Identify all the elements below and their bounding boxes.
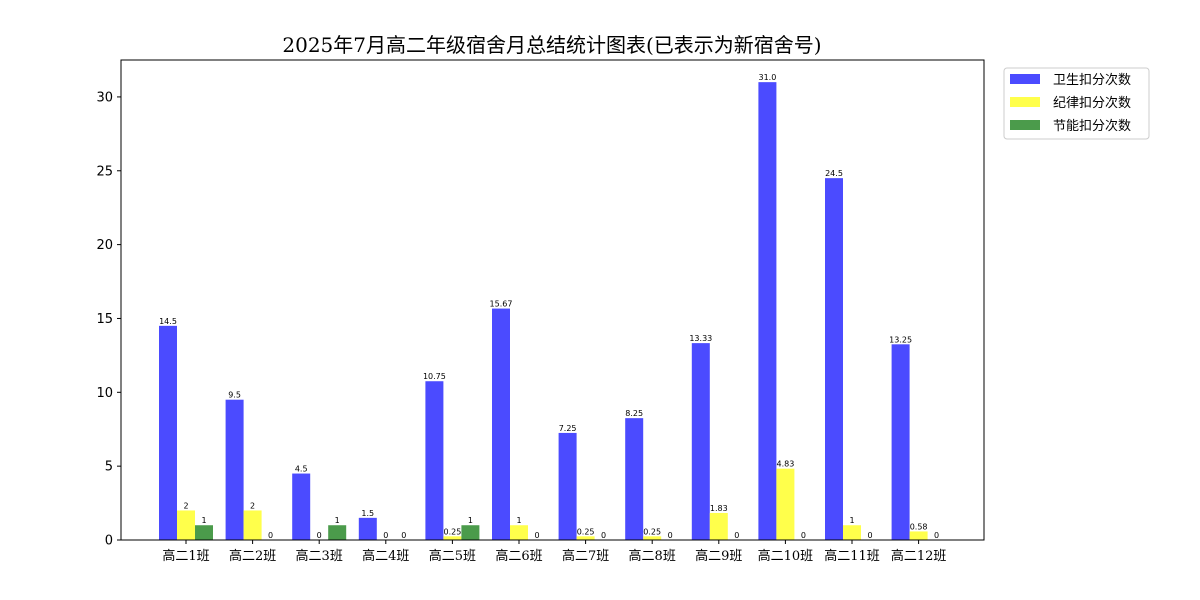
data-label: 0 (668, 531, 673, 540)
bar (776, 468, 795, 540)
bar (625, 418, 644, 540)
y-tick-label: 10 (96, 386, 113, 401)
data-label: 0 (734, 531, 739, 540)
bar (358, 517, 377, 540)
chart-title: 2025年7月高二年级宿舍月总结统计图表(已表示为新宿舍号) (282, 33, 821, 57)
legend-box (1003, 67, 1150, 140)
bar (292, 473, 311, 540)
legend-swatch (1010, 74, 1040, 84)
x-tick-label: 高二10班 (758, 548, 814, 564)
x-tick-label: 高二11班 (824, 548, 880, 564)
bar (159, 325, 177, 540)
data-label: 7.25 (559, 424, 577, 433)
bar (909, 531, 928, 540)
y-tick-label: 30 (96, 90, 113, 105)
bar (425, 381, 444, 540)
y-tick-label: 0 (105, 534, 113, 549)
y-tick-label: 25 (96, 164, 113, 179)
data-label: 0.25 (577, 527, 595, 536)
data-label: 1 (201, 516, 206, 525)
data-label: 31.0 (758, 73, 776, 82)
bar (691, 343, 710, 540)
bar (558, 432, 577, 540)
data-label: 1 (468, 516, 473, 525)
x-tick-label: 高二1班 (162, 548, 209, 564)
x-tick-label: 高二9班 (695, 548, 742, 564)
x-tick-label: 高二4班 (362, 548, 409, 564)
bar (328, 525, 347, 540)
data-label: 15.67 (490, 300, 513, 309)
data-label: 0 (534, 531, 539, 540)
data-label: 4.83 (776, 460, 794, 469)
data-label: 0.25 (443, 527, 461, 536)
x-tick-label: 高二12班 (891, 548, 947, 564)
data-label: 8.25 (625, 409, 643, 418)
data-label: 2 (183, 501, 188, 510)
bar (576, 536, 595, 540)
data-label: 0 (383, 531, 388, 540)
y-tick-label: 20 (96, 238, 113, 253)
data-label: 9.5 (228, 391, 241, 400)
data-label: 10.75 (423, 372, 446, 381)
data-label: 13.33 (689, 334, 712, 343)
data-label: 0.58 (910, 522, 928, 531)
legend-label: 纪律扣分次数 (1053, 95, 1131, 111)
x-tick-label: 高二5班 (429, 548, 476, 564)
data-label: 0.25 (643, 527, 661, 536)
data-label: 14.5 (159, 317, 177, 326)
x-tick-label: 高二3班 (296, 548, 343, 564)
data-label: 1.83 (710, 504, 728, 513)
bar (177, 510, 195, 540)
data-label: 24.5 (825, 169, 843, 178)
data-label: 0 (317, 531, 322, 540)
data-label: 2 (250, 501, 255, 510)
bar (492, 308, 510, 540)
bar (643, 536, 662, 540)
data-label: 1 (516, 516, 521, 525)
data-label: 0 (268, 531, 273, 540)
data-label: 1.5 (361, 509, 374, 518)
data-label: 0 (934, 531, 939, 540)
bar (510, 525, 528, 540)
plot-frame (120, 59, 985, 541)
legend-swatch (1010, 97, 1040, 107)
bar (709, 512, 728, 540)
data-label: 0 (401, 531, 406, 540)
bar (243, 510, 262, 540)
data-label: 0 (801, 531, 806, 540)
bar (443, 536, 462, 540)
bar (825, 178, 843, 540)
data-label: 1 (849, 516, 854, 525)
data-label: 0 (601, 531, 606, 540)
x-tick-label: 高二2班 (229, 548, 276, 564)
bar (195, 525, 213, 540)
data-label: 1 (335, 516, 340, 525)
bar (225, 399, 244, 540)
bar (843, 525, 861, 540)
data-label: 0 (867, 531, 872, 540)
legend-swatch (1010, 120, 1040, 130)
data-label: 4.5 (295, 465, 308, 474)
legend-label: 卫生扣分次数 (1053, 72, 1131, 88)
data-label: 13.25 (889, 335, 912, 344)
x-tick-label: 高二6班 (495, 548, 542, 564)
x-tick-label: 高二8班 (629, 548, 676, 564)
bar (461, 525, 480, 540)
bar (891, 344, 910, 540)
legend-label: 节能扣分次数 (1053, 118, 1131, 134)
y-tick-label: 5 (105, 460, 113, 475)
bar (758, 82, 777, 541)
x-tick-label: 高二7班 (562, 548, 609, 564)
y-tick-label: 15 (96, 312, 113, 327)
